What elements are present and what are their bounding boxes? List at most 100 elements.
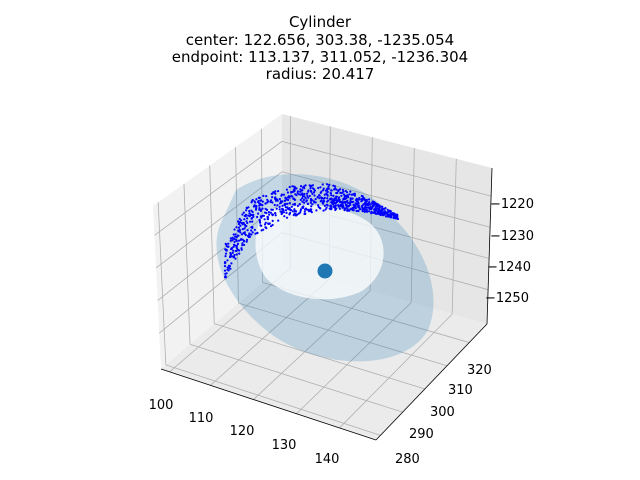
data-point <box>380 205 383 208</box>
data-point <box>341 188 344 191</box>
data-point <box>288 196 291 199</box>
grid-line <box>410 148 415 303</box>
data-point <box>296 204 299 207</box>
data-point <box>341 204 344 207</box>
data-point <box>369 203 372 206</box>
data-point <box>271 219 274 222</box>
data-point <box>235 244 238 247</box>
data-point <box>254 201 257 204</box>
data-point <box>267 211 270 214</box>
data-point <box>316 196 319 199</box>
data-point <box>381 207 384 210</box>
data-point <box>268 222 271 225</box>
data-point <box>273 203 276 207</box>
data-point <box>370 210 373 214</box>
data-point <box>232 243 236 246</box>
pane-left <box>153 114 282 369</box>
data-point <box>268 213 271 216</box>
data-point <box>241 242 244 245</box>
grid-line <box>253 290 371 400</box>
data-point <box>307 208 310 211</box>
data-point <box>291 210 294 213</box>
data-point <box>246 221 249 225</box>
data-point <box>241 238 244 241</box>
data-point <box>320 199 323 202</box>
data-point <box>390 212 394 216</box>
data-point <box>281 207 284 210</box>
data-point <box>301 186 304 189</box>
data-point <box>303 193 306 196</box>
data-point <box>368 207 371 210</box>
data-point <box>269 211 272 214</box>
data-point <box>324 208 327 211</box>
data-point <box>304 197 307 200</box>
data-point <box>246 229 249 232</box>
data-point <box>286 202 289 205</box>
title-line-4: radius: 20.417 <box>266 65 375 83</box>
data-point <box>262 228 265 231</box>
data-point <box>284 209 288 212</box>
data-point <box>365 209 368 213</box>
x-tick-label: 120 <box>230 424 255 439</box>
data-point <box>252 205 255 208</box>
data-point <box>238 229 241 232</box>
data-point <box>387 211 390 214</box>
data-point <box>334 197 338 200</box>
data-point <box>346 194 349 197</box>
data-point <box>363 210 366 213</box>
data-point <box>338 207 341 210</box>
data-point <box>233 240 236 243</box>
y-tick-label: 280 <box>395 452 420 467</box>
data-point <box>238 217 241 220</box>
data-point <box>286 191 289 194</box>
data-point <box>378 207 381 211</box>
data-point <box>243 218 246 221</box>
grid-line <box>155 171 283 269</box>
data-point <box>325 206 328 209</box>
data-point <box>226 259 229 262</box>
data-point <box>362 203 365 206</box>
z-tick-label: −1220 <box>490 197 534 212</box>
data-point <box>340 194 343 197</box>
data-point <box>305 208 308 211</box>
data-point <box>262 194 265 197</box>
data-point <box>271 192 274 195</box>
data-point <box>339 191 342 194</box>
data-point <box>240 219 243 222</box>
data-point <box>328 183 331 186</box>
data-point <box>322 189 325 192</box>
data-point <box>384 211 387 214</box>
data-point <box>245 220 248 223</box>
data-point <box>301 200 304 203</box>
grid-line <box>154 141 283 236</box>
data-point <box>361 210 364 213</box>
data-point <box>261 207 264 210</box>
data-point <box>241 228 244 231</box>
data-point <box>337 190 340 193</box>
data-point <box>257 200 260 203</box>
data-point <box>233 228 236 231</box>
data-point <box>374 209 377 212</box>
data-point <box>276 204 279 207</box>
data-point <box>332 202 336 205</box>
data-point <box>247 234 250 237</box>
data-point <box>311 192 314 195</box>
data-point <box>241 213 244 216</box>
data-point <box>292 197 295 200</box>
data-point <box>294 213 297 216</box>
data-point <box>320 196 323 199</box>
data-point <box>225 272 228 275</box>
data-point <box>290 191 293 194</box>
data-point <box>242 221 245 225</box>
data-point <box>302 198 306 201</box>
x-tick-labels: 100 110 120 130 140 <box>149 398 340 467</box>
data-point <box>365 200 368 203</box>
data-point <box>307 202 310 206</box>
data-point <box>299 211 302 214</box>
grid-line <box>238 302 448 367</box>
data-point <box>335 207 338 210</box>
data-point <box>311 203 314 206</box>
data-point <box>271 201 274 204</box>
data-point <box>318 206 321 210</box>
data-point <box>226 266 229 269</box>
